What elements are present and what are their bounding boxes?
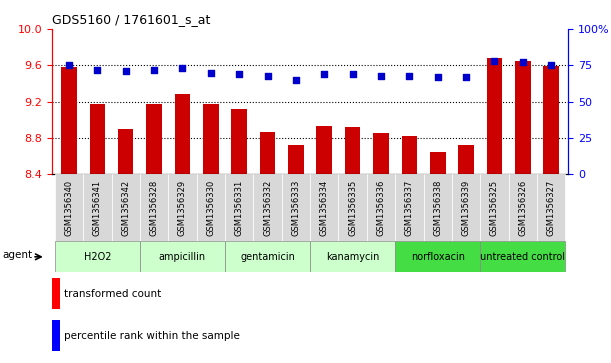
Text: GSM1356335: GSM1356335 [348,180,357,236]
Text: percentile rank within the sample: percentile rank within the sample [64,331,240,341]
Text: GDS5160 / 1761601_s_at: GDS5160 / 1761601_s_at [52,13,210,26]
Text: norfloxacin: norfloxacin [411,252,465,262]
Bar [225,241,310,272]
Bar [175,94,190,363]
Bar [112,174,140,241]
Point [433,74,442,80]
Text: GSM1356331: GSM1356331 [235,180,244,236]
Bar [118,129,133,363]
Text: GSM1356340: GSM1356340 [64,180,73,236]
Point [92,67,102,73]
Text: kanamycin: kanamycin [326,252,379,262]
Bar [197,174,225,241]
Text: GSM1356330: GSM1356330 [207,180,215,236]
Text: GSM1356328: GSM1356328 [150,180,159,236]
Bar [480,241,565,272]
Bar [168,174,197,241]
Point [178,65,188,71]
Text: GSM1356334: GSM1356334 [320,180,329,236]
Point [518,60,528,65]
Bar [458,145,474,363]
Point [461,74,471,80]
Point [489,58,499,64]
Point [121,68,131,74]
Point [320,71,329,77]
Bar [55,241,140,272]
Text: H2O2: H2O2 [84,252,111,262]
Bar [225,174,254,241]
Text: untreated control: untreated control [480,252,565,262]
Text: GSM1356329: GSM1356329 [178,180,187,236]
Bar [543,66,559,363]
Bar [55,174,83,241]
Bar [487,58,502,363]
Bar [232,109,247,363]
Text: GSM1356342: GSM1356342 [121,180,130,236]
Point [404,73,414,78]
Bar [203,104,219,363]
Text: GSM1356339: GSM1356339 [461,180,470,236]
Bar [345,127,360,363]
Text: GSM1356326: GSM1356326 [518,180,527,236]
Bar [61,67,77,363]
Bar [509,174,537,241]
Bar [338,174,367,241]
Text: GSM1356338: GSM1356338 [433,180,442,236]
Bar [140,241,225,272]
Text: ampicillin: ampicillin [159,252,206,262]
Bar [83,174,112,241]
Bar [430,151,445,363]
Text: agent: agent [2,250,33,260]
Text: GSM1356325: GSM1356325 [490,180,499,236]
Bar [52,278,60,309]
Bar [452,174,480,241]
Text: GSM1356327: GSM1356327 [547,180,556,236]
Bar [90,104,105,363]
Point [546,62,556,68]
Text: GSM1356333: GSM1356333 [291,180,301,236]
Bar [146,104,162,363]
Text: GSM1356337: GSM1356337 [405,180,414,236]
Point [263,73,273,78]
Bar [480,174,509,241]
Text: GSM1356341: GSM1356341 [93,180,102,236]
Point [149,67,159,73]
Text: gentamicin: gentamicin [240,252,295,262]
Bar [373,133,389,363]
Bar [140,174,168,241]
Bar [423,174,452,241]
Bar [310,174,338,241]
Bar [288,145,304,363]
Bar [254,174,282,241]
Bar [52,320,60,351]
Point [206,70,216,76]
Point [376,73,386,78]
Bar [515,61,530,363]
Text: transformed count: transformed count [64,289,161,299]
Bar [260,131,276,363]
Bar [537,174,565,241]
Bar [395,174,423,241]
Bar [310,241,395,272]
Text: GSM1356332: GSM1356332 [263,180,272,236]
Point [234,71,244,77]
Bar [401,136,417,363]
Bar [282,174,310,241]
Point [348,71,357,77]
Bar [316,126,332,363]
Bar [367,174,395,241]
Point [291,77,301,83]
Text: GSM1356336: GSM1356336 [376,180,386,236]
Bar [395,241,480,272]
Point [64,62,74,68]
